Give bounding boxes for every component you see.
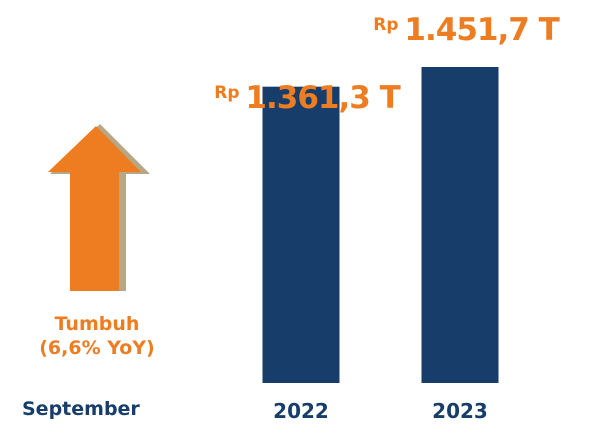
- bar-2023: [421, 67, 499, 383]
- value-label-2023: Rp 1.451,7 T: [373, 12, 559, 48]
- bar-2022: [262, 86, 340, 384]
- growth-label: Tumbuh: [54, 313, 140, 335]
- growth-detail: (6,6% YoY): [39, 337, 155, 359]
- category-label-2022: 2022: [273, 399, 329, 423]
- value-label-2022: Rp 1.361,3 T: [214, 80, 400, 116]
- up-arrow-icon: [48, 124, 150, 291]
- category-label-2023: 2023: [432, 399, 488, 423]
- up-arrow-shape: [48, 126, 141, 291]
- growth-annotation: Tumbuh (6,6% YoY): [22, 312, 172, 360]
- period-label: September: [22, 398, 140, 420]
